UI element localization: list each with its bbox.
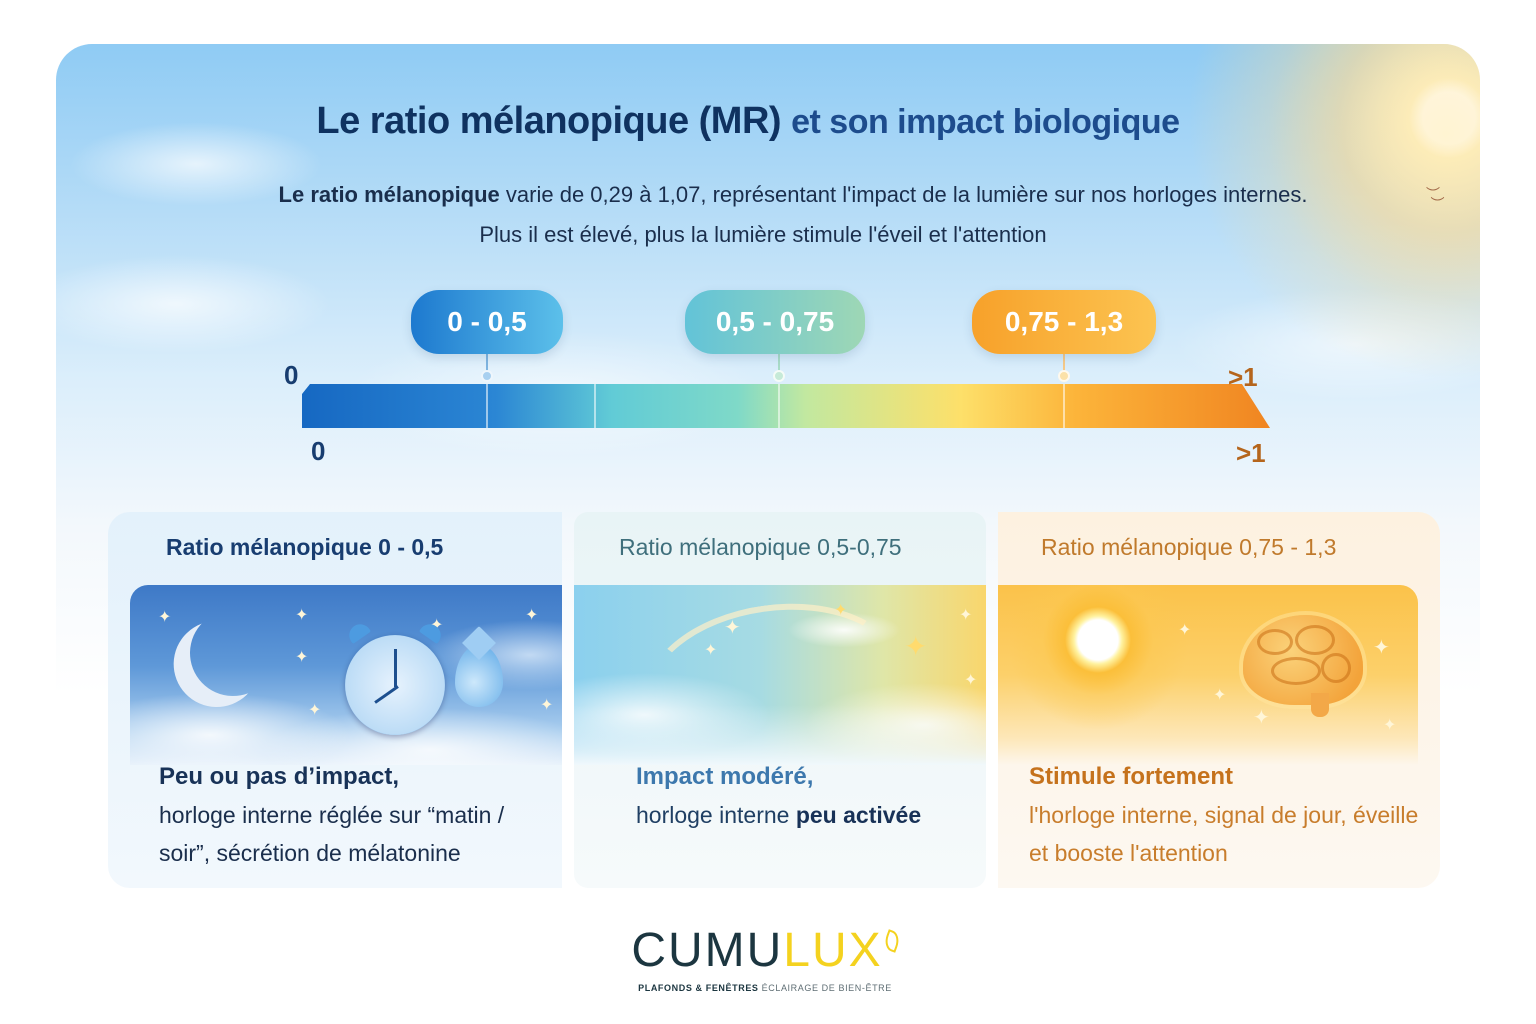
card-title: Ratio mélanopique 0 - 0,5 <box>166 534 444 560</box>
scale-tick <box>486 384 488 428</box>
range-pill-mid: 0,5 - 0,75 <box>685 290 865 354</box>
card-heading: Impact modéré, <box>636 763 814 790</box>
scale-marker-dot <box>1058 370 1070 382</box>
card-body: horloge interne réglée sur “matin / soir… <box>159 802 505 866</box>
title-rest: et son impact biologique <box>791 103 1180 141</box>
sparkle-icon: ✦ <box>1213 685 1227 704</box>
star-icon: ✦ <box>158 607 172 626</box>
page-title: Le ratio mélanopique (MR) et son impact … <box>0 100 1496 143</box>
sparkle-icon: ✦ <box>1373 635 1390 659</box>
day-sky-illustration: ✦ ✦ ✦ ✦ ✦ ✦ <box>574 585 986 765</box>
scale-max-label: >1 <box>1228 362 1258 392</box>
card-body-emphasis: peu activée <box>795 802 922 828</box>
subtitle-line-2: Plus il est élevé, plus la lumière stimu… <box>479 222 1047 247</box>
star-icon: ✦ <box>834 600 848 619</box>
subtitle-line-1: Le ratio mélanopique varie de 0,29 à 1,0… <box>0 182 1536 208</box>
star-icon: ✦ <box>964 670 978 689</box>
pill-connector <box>1063 354 1065 372</box>
card-body: horloge interne <box>636 802 796 828</box>
scale-max-label: >1 <box>1236 438 1266 468</box>
scale-min-label: 0 <box>311 436 326 466</box>
card-description: Stimule fortement l'horloge interne, sig… <box>1029 758 1429 872</box>
card-heading: Stimule fortement <box>1029 763 1234 790</box>
scale-tick <box>594 384 596 428</box>
leaf-icon <box>881 929 902 953</box>
card-title: Ratio mélanopique 0,5-0,75 <box>619 534 902 560</box>
pill-connector <box>486 354 488 372</box>
sparkle-icon: ✦ <box>904 630 928 663</box>
scale-marker-dot <box>481 370 493 382</box>
scale-tick <box>1063 384 1065 428</box>
logo-tagline: PLAFONDS & FENÊTRES ÉCLAIRAGE DE BIEN-ÊT… <box>638 983 892 993</box>
card-description: Peu ou pas d’impact, horloge interne rég… <box>159 758 539 872</box>
sunshine-illustration: ✦ ✦ ✦ ✦ ✦ <box>998 585 1418 765</box>
scale-tick <box>778 384 780 428</box>
star-icon: ✦ <box>704 640 718 659</box>
sparkle-icon: ✦ <box>1383 715 1397 734</box>
scale-marker-dot <box>773 370 785 382</box>
card-description: Impact modéré, horloge interne peu activ… <box>636 758 966 834</box>
birds-icon: ︶ ︶ <box>1426 187 1445 213</box>
night-sky-illustration: ✦ ✦ ✦ ✦ ✦ ✦ ✦ <box>130 585 562 765</box>
range-pill-high: 0,75 - 1,3 <box>972 290 1156 354</box>
star-icon: ✦ <box>724 615 741 639</box>
card-heading: Peu ou pas d’impact, <box>159 763 400 790</box>
star-icon: ✦ <box>295 647 309 666</box>
star-icon: ✦ <box>295 605 309 624</box>
sparkle-icon: ✦ <box>1178 620 1192 639</box>
water-drop-icon <box>455 645 503 707</box>
star-icon: ✦ <box>959 605 973 624</box>
sparkle-icon: ✦ <box>1253 705 1270 729</box>
card-title: Ratio mélanopique 0,75 - 1,3 <box>1041 534 1337 560</box>
sun-glow-icon <box>1266 44 1480 314</box>
star-icon: ✦ <box>540 695 554 714</box>
brain-icon <box>1243 615 1363 717</box>
moon-icon <box>183 603 283 703</box>
cumulux-logo: CUMULUX PLAFONDS & FENÊTRES ÉCLAIRAGE DE… <box>600 925 930 993</box>
star-icon: ✦ <box>525 605 539 624</box>
logo-wordmark: CUMULUX <box>600 925 930 977</box>
card-body: l'horloge interne, signal de jour, éveil… <box>1029 802 1419 866</box>
rainbow-icon <box>634 587 914 765</box>
scale-min-label: 0 <box>284 360 299 390</box>
subtitle-rest: varie de 0,29 à 1,07, représentant l'imp… <box>499 182 1308 207</box>
pill-connector <box>778 354 780 372</box>
subtitle-bold: Le ratio mélanopique <box>278 182 500 207</box>
alarm-clock-icon <box>344 619 446 735</box>
range-pill-low: 0 - 0,5 <box>411 290 563 354</box>
title-main: Le ratio mélanopique (MR) <box>316 100 782 142</box>
mr-scale-bar <box>302 384 1270 428</box>
star-icon: ✦ <box>308 700 322 719</box>
